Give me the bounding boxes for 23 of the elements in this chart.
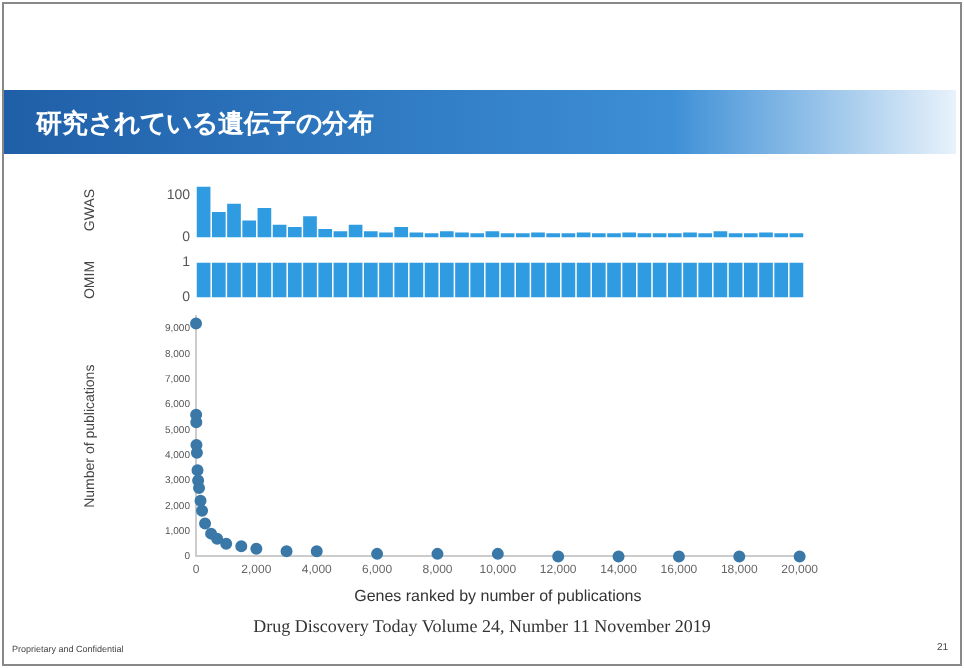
point — [190, 317, 203, 330]
point — [612, 550, 625, 563]
point — [211, 532, 224, 545]
point — [310, 545, 323, 558]
chart-title: 研究されている遺伝子の分布 — [36, 107, 374, 142]
point — [196, 504, 209, 517]
point — [371, 547, 384, 560]
point — [250, 542, 263, 555]
point — [193, 482, 206, 495]
point — [793, 550, 806, 563]
text: Drug Discovery Today Volume 24, Number 11 November 2019 — [251, 616, 713, 636]
point — [552, 550, 565, 563]
point — [672, 550, 685, 563]
point — [235, 540, 248, 553]
point — [194, 494, 207, 507]
point — [191, 464, 204, 477]
point — [491, 547, 504, 560]
point — [220, 537, 233, 550]
point — [733, 550, 746, 563]
point — [280, 545, 293, 558]
point — [431, 547, 444, 560]
point — [199, 517, 212, 530]
x-axis-title: Genes ranked by number of publications — [354, 586, 642, 605]
